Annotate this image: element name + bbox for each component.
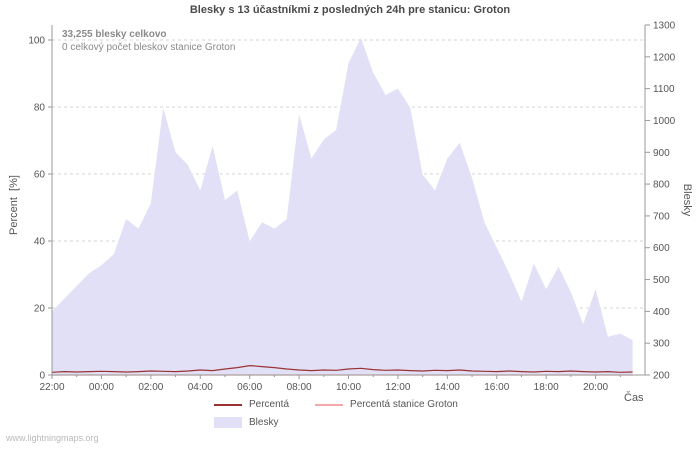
left-tick-label: 100 — [28, 36, 45, 47]
x-tick-label: 10:00 — [336, 382, 361, 393]
legend-swatch-blesky — [214, 417, 242, 428]
right-tick-label: 300 — [653, 339, 670, 350]
legend-row-area: Blesky — [214, 417, 458, 428]
watermark: www.lightningmaps.org — [6, 433, 99, 443]
right-tick-label: 1200 — [653, 52, 676, 63]
x-axis-label: Čas — [624, 392, 644, 404]
right-tick-label: 900 — [653, 148, 670, 159]
legend-item-percenta: Percentá — [214, 399, 289, 410]
x-tick-label: 16:00 — [484, 382, 509, 393]
right-tick-label: 400 — [653, 307, 670, 318]
total-strikes-annotation: 33,255 blesky celkovo — [62, 29, 167, 40]
right-tick-label: 1300 — [653, 21, 676, 32]
left-tick-label: 60 — [34, 170, 46, 181]
legend-label-blesky: Blesky — [249, 417, 279, 428]
x-tick-label: 22:00 — [39, 382, 64, 393]
chart-title: Blesky s 13 účastníkmi z posledných 24h … — [189, 4, 511, 16]
x-tick-label: 04:00 — [188, 382, 213, 393]
x-tick-label: 14:00 — [435, 382, 460, 393]
legend-label-percenta-groton: Percentá stanice Groton — [350, 399, 458, 410]
area-blesky — [52, 37, 633, 375]
legend-item-percenta-groton: Percentá stanice Groton — [315, 399, 458, 410]
legend-swatch-percenta-groton — [315, 403, 344, 406]
left-tick-label: 0 — [39, 371, 45, 382]
x-tick-label: 12:00 — [385, 382, 410, 393]
legend-swatch-percenta — [214, 403, 242, 406]
right-tick-label: 700 — [653, 211, 670, 222]
x-tick-label: 08:00 — [287, 382, 312, 393]
right-tick-label: 200 — [653, 371, 670, 382]
right-tick-label: 500 — [653, 275, 670, 286]
x-tick-label: 18:00 — [534, 382, 559, 393]
legend-item-blesky: Blesky — [214, 417, 278, 428]
legend: Percentá Percentá stanice Groton Blesky — [214, 399, 458, 428]
left-tick-label: 40 — [34, 237, 46, 248]
x-tick-label: 06:00 — [237, 382, 262, 393]
right-tick-label: 1000 — [653, 116, 676, 127]
right-tick-label: 1100 — [653, 84, 675, 95]
x-tick-label: 02:00 — [138, 382, 163, 393]
legend-label-percenta: Percentá — [249, 399, 290, 410]
x-tick-label: 20:00 — [583, 382, 608, 393]
x-tick-label: 00:00 — [89, 382, 114, 393]
left-tick-label: 20 — [34, 304, 46, 315]
left-tick-label: 80 — [34, 103, 46, 114]
right-tick-label: 600 — [653, 243, 670, 254]
right-tick-label: 800 — [653, 180, 670, 191]
legend-row-lines: Percentá Percentá stanice Groton — [214, 399, 458, 410]
line-series — [51, 364, 633, 373]
station-strikes-annotation: 0 celkový počet bleskov stanice Groton — [62, 42, 236, 53]
